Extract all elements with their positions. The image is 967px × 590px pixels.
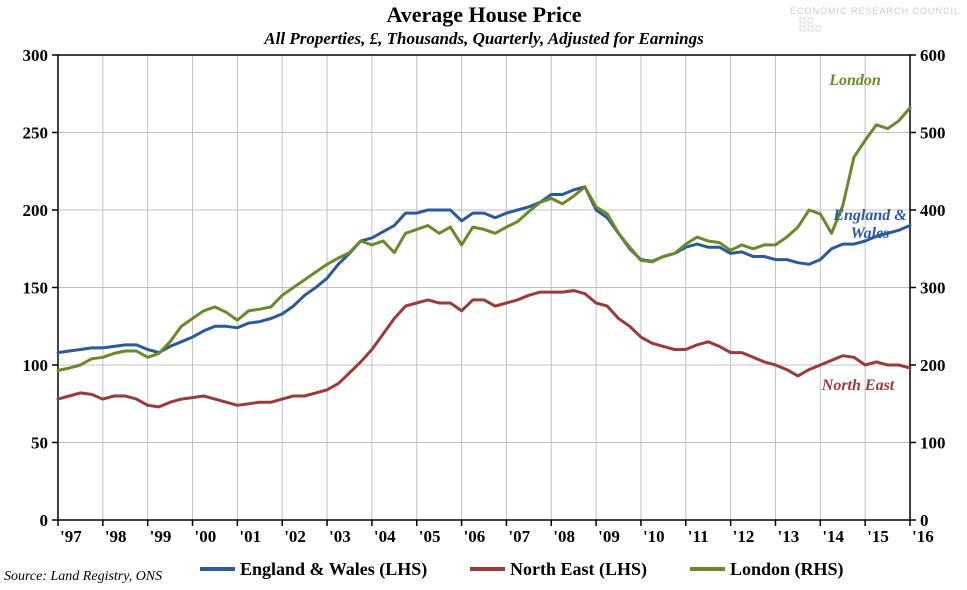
x-tick-label: '98: [105, 527, 127, 546]
x-tick-label: '11: [688, 527, 709, 546]
right-tick-label: 400: [920, 201, 946, 220]
right-tick-label: 100: [920, 434, 946, 453]
left-tick-label: 0: [40, 511, 49, 530]
x-tick-label: '09: [598, 527, 620, 546]
chart-container: ECONOMIC RESEARCH COUNCIL Average House P…: [0, 0, 967, 590]
x-tick-label: '15: [867, 527, 889, 546]
inline-label-north-east: North East: [821, 377, 895, 394]
watermark-logo: [800, 18, 821, 31]
x-tick-label: '99: [150, 527, 172, 546]
x-tick-label: '06: [464, 527, 486, 546]
x-tick-label: '05: [419, 527, 441, 546]
x-tick-label: '02: [284, 527, 306, 546]
right-tick-label: 600: [920, 46, 946, 65]
right-tick-label: 500: [920, 124, 946, 143]
legend-label: England & Wales (LHS): [240, 559, 427, 580]
legend-label: London (RHS): [730, 559, 844, 580]
x-tick-label: '04: [374, 527, 396, 546]
source-text: Source: Land Registry, ONS: [4, 569, 162, 584]
x-tick-label: '97: [60, 527, 82, 546]
right-tick-label: 200: [920, 356, 946, 375]
left-tick-label: 200: [23, 201, 49, 220]
inline-label-london: London: [828, 72, 881, 89]
left-tick-label: 300: [23, 46, 49, 65]
watermark: ECONOMIC RESEARCH COUNCIL: [790, 6, 960, 16]
x-tick-label: '12: [733, 527, 755, 546]
series-england_wales: [58, 187, 910, 353]
right-tick-label: 300: [920, 279, 946, 298]
series-north_east: [58, 291, 910, 407]
x-tick-label: '03: [329, 527, 351, 546]
left-tick-label: 100: [23, 356, 49, 375]
x-tick-label: '07: [508, 527, 530, 546]
x-tick-label: '10: [643, 527, 665, 546]
house-price-chart: ECONOMIC RESEARCH COUNCIL Average House P…: [0, 0, 967, 590]
left-tick-label: 250: [23, 124, 49, 143]
x-tick-label: '08: [553, 527, 575, 546]
left-tick-label: 150: [23, 279, 49, 298]
chart-title: Average House Price: [386, 2, 581, 27]
x-tick-label: '16: [912, 527, 934, 546]
inline-label-england-wales: England &Wales: [832, 207, 907, 242]
chart-subtitle: All Properties, £, Thousands, Quarterly,…: [263, 29, 704, 48]
x-tick-label: '01: [239, 527, 261, 546]
legend-label: North East (LHS): [510, 559, 647, 580]
x-tick-label: '00: [195, 527, 217, 546]
series-london: [58, 108, 910, 371]
left-tick-label: 50: [31, 434, 48, 453]
x-tick-label: '14: [822, 527, 844, 546]
x-tick-label: '13: [777, 527, 799, 546]
